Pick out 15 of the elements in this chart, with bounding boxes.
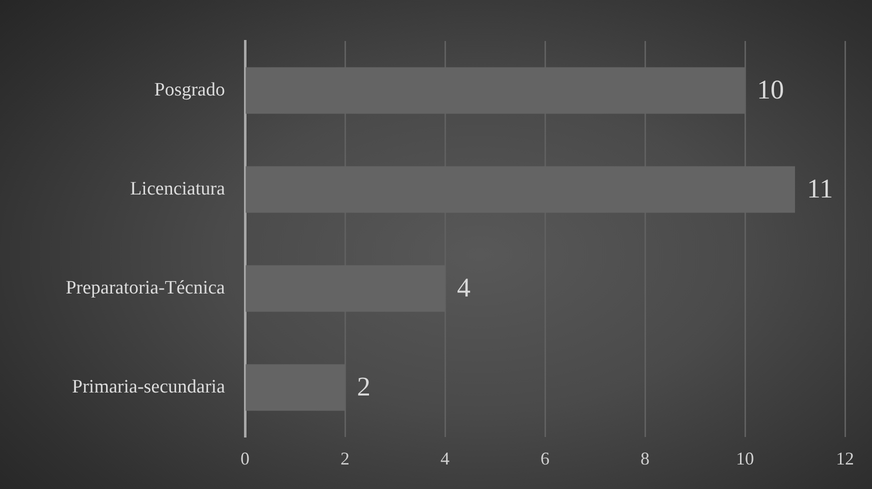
x-tick-label: 12	[836, 448, 854, 469]
y-tick-label: Primaria-secundaria	[72, 376, 226, 398]
x-tick-label: 6	[540, 448, 550, 469]
data-label: 10	[757, 74, 784, 105]
x-tick-label: 2	[340, 448, 350, 469]
y-tick-label: Posgrado	[154, 79, 225, 100]
x-tick-label: 8	[640, 448, 650, 469]
x-tick-label: 0	[240, 448, 250, 469]
x-tick-label: 4	[440, 448, 450, 469]
y-tick-label: Licenciatura	[130, 178, 226, 200]
data-label: 4	[457, 272, 471, 303]
x-tick-label: 10	[736, 448, 754, 469]
data-label: 11	[807, 174, 833, 204]
y-tick-label: Preparatoria-Técnica	[66, 277, 226, 298]
data-label: 2	[357, 372, 370, 402]
